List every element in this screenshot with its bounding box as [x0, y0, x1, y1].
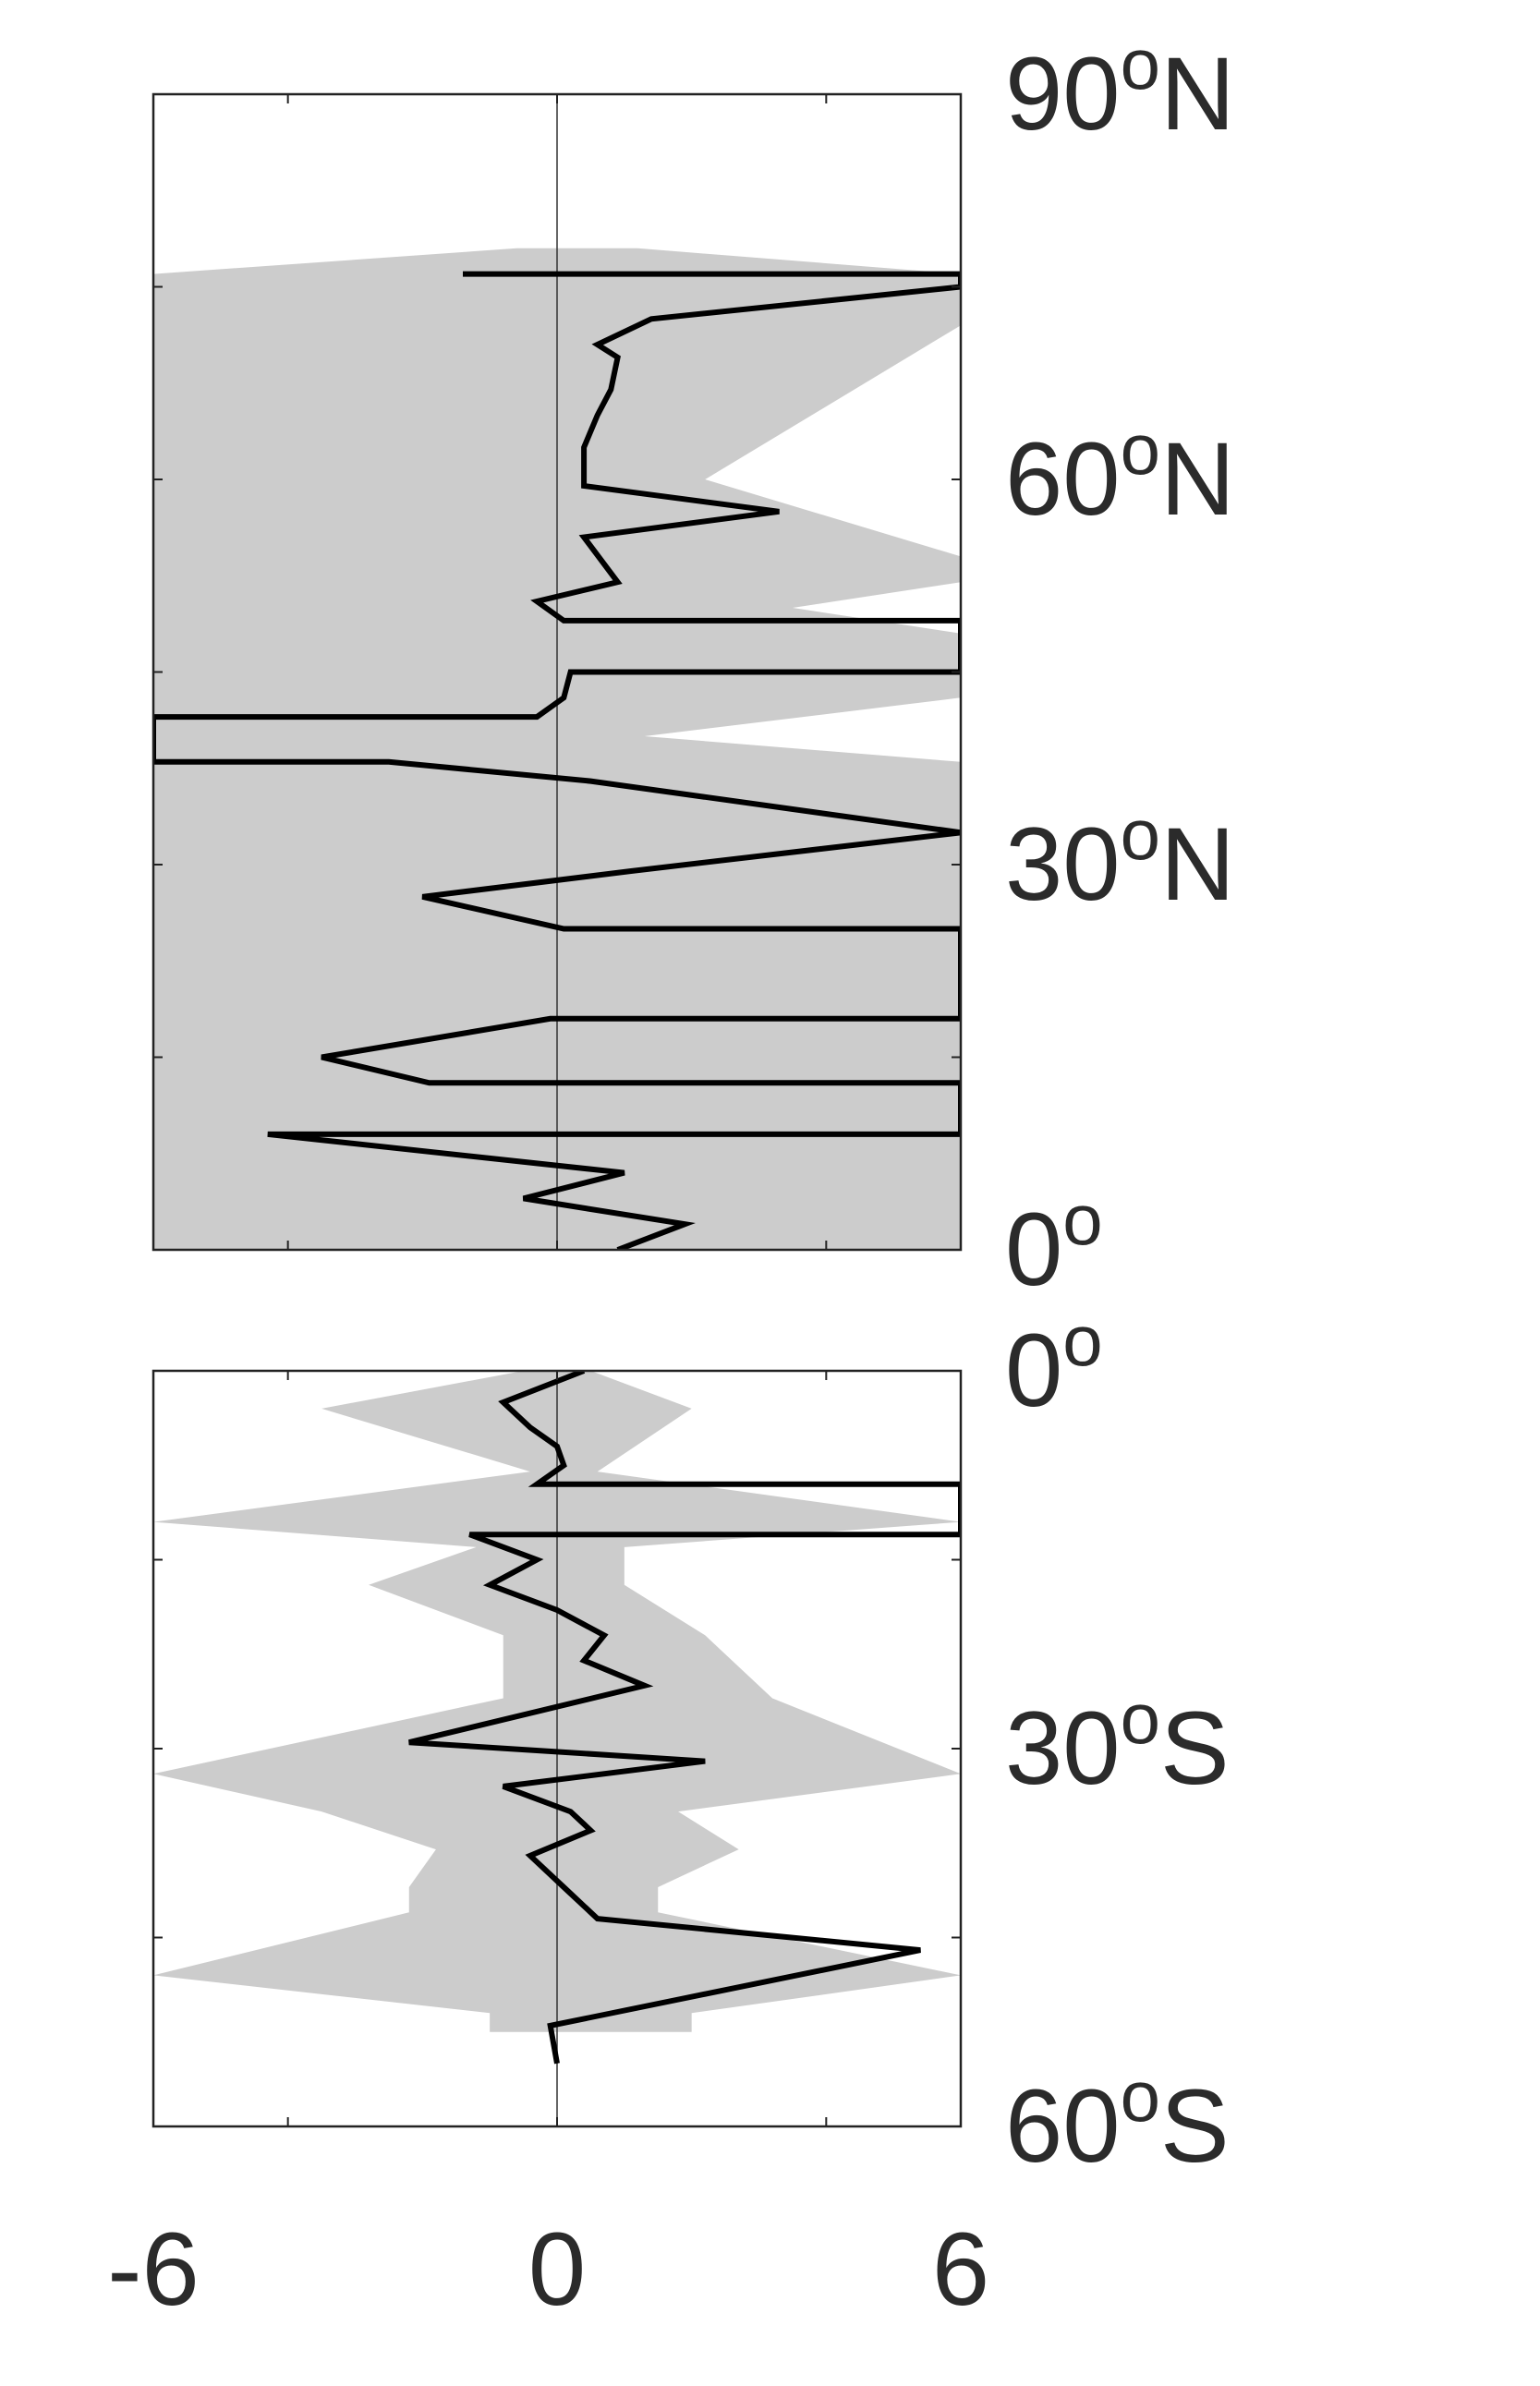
y-tick-label: 30oS	[1005, 1677, 1230, 1806]
axis-ticks	[153, 1371, 961, 2126]
series-line	[153, 271, 961, 1250]
y-tick-labels: 0o 30oS 60oS	[1005, 1300, 1230, 2184]
x-tick-label: -6	[107, 2211, 200, 2327]
series-path	[408, 1371, 961, 2065]
x-tick-label: 0	[528, 2211, 586, 2327]
y-tick-label: 30oN	[1005, 793, 1235, 922]
series-path	[153, 271, 961, 1250]
y-tick-label: 0o	[1005, 1179, 1103, 1307]
axis-ticks	[153, 94, 961, 1250]
plot-frame	[152, 92, 963, 1252]
y-tick-label: 60oS	[1005, 2055, 1230, 2184]
x-tick-labels: -6 0 6	[107, 2211, 989, 2327]
series-line	[408, 1371, 961, 2065]
y-tick-labels: 90oN 60oN 30oN 0o	[1005, 23, 1235, 1307]
y-tick-label: 90oN	[1005, 23, 1235, 151]
y-tick-label: 60oN	[1005, 408, 1235, 537]
plot-frame	[152, 1369, 963, 2128]
x-tick-label: 6	[932, 2211, 989, 2327]
panel-southern-hemisphere: 0o 30oS 60oS -6 0 6	[107, 1300, 1229, 2327]
panel-northern-hemisphere: 90oN 60oN 30oN 0o	[152, 23, 1235, 1307]
y-tick-label: 0o	[1005, 1300, 1103, 1428]
